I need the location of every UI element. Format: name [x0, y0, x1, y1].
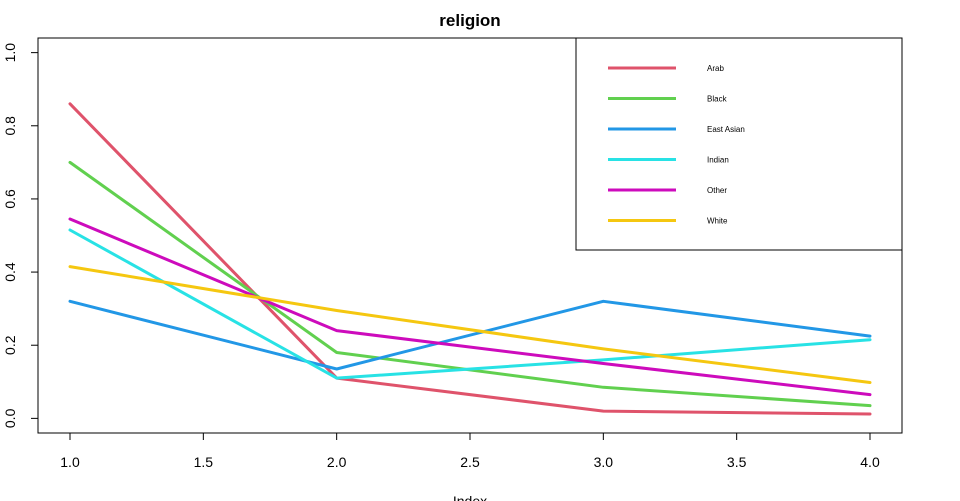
- x-axis: 1.0 1.5 2.0 2.5 3.0 3.5 4.0: [60, 432, 880, 470]
- x-tick-label: 3.5: [727, 454, 747, 470]
- y-tick-label: 0.0: [2, 408, 18, 428]
- x-tick-label: 1.0: [60, 454, 80, 470]
- legend-label: White: [707, 217, 728, 226]
- series-line-arab: [68, 102, 872, 416]
- y-axis: 0.0 0.2 0.4 0.6 0.8 1.0: [2, 43, 39, 428]
- series-line-white: [68, 265, 872, 384]
- x-tick-label: 2.5: [460, 454, 480, 470]
- y-tick-label: 0.2: [2, 335, 18, 355]
- legend-label: East Asian: [707, 125, 745, 134]
- x-axis-label: Index: [453, 493, 487, 501]
- series-line-other: [68, 217, 872, 397]
- y-tick-label: 0.8: [2, 116, 18, 136]
- chart-title: religion: [439, 11, 500, 30]
- x-tick-label: 3.0: [594, 454, 614, 470]
- x-tick-label: 1.5: [194, 454, 214, 470]
- y-tick-label: 1.0: [2, 43, 18, 63]
- legend-box: [575, 37, 903, 251]
- series-layer: [68, 102, 872, 416]
- legend-label: Arab: [707, 64, 724, 73]
- x-tick-label: 2.0: [327, 454, 347, 470]
- y-tick-label: 0.6: [2, 189, 18, 209]
- series-line-east-asian: [68, 299, 872, 371]
- legend: Arab Black East Asian Indian Other White: [575, 37, 903, 251]
- x-tick-label: 4.0: [860, 454, 880, 470]
- legend-label: Indian: [707, 156, 729, 165]
- series-line-indian: [68, 228, 872, 380]
- y-tick-label: 0.4: [2, 262, 18, 282]
- legend-label: Black: [707, 95, 728, 104]
- legend-label: Other: [707, 186, 727, 195]
